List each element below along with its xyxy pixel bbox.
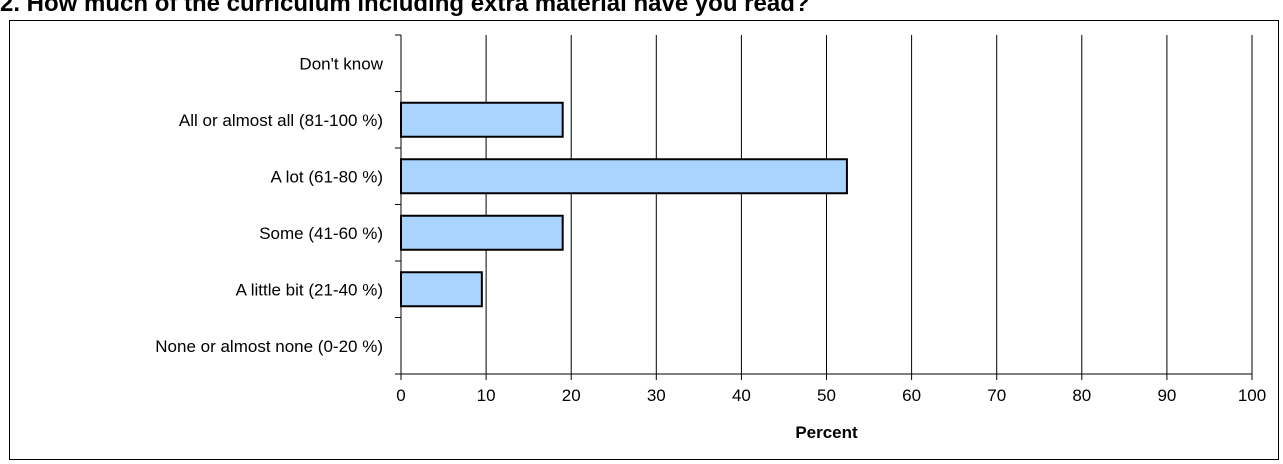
chart-frame [9, 20, 1279, 460]
x-axis-title: Percent [795, 423, 858, 442]
x-tick-label: 0 [396, 386, 405, 405]
bar [400, 101, 564, 138]
x-tick-label: 40 [732, 386, 751, 405]
x-tick-label: 90 [1157, 386, 1176, 405]
x-tick-label: 70 [987, 386, 1006, 405]
y-tick-label: Some (41-60 %) [259, 224, 383, 243]
y-tick-label: None or almost none (0-20 %) [155, 337, 383, 356]
bar [400, 214, 564, 251]
x-tick-label: 80 [1072, 386, 1091, 405]
chart-title: 2. How much of the curriculum including … [0, 0, 810, 17]
x-tick-label: 10 [477, 386, 496, 405]
y-tick-label: Don't know [299, 54, 383, 73]
x-tick-label: 100 [1238, 386, 1266, 405]
x-tick-label: 20 [562, 386, 581, 405]
bar [400, 158, 848, 195]
y-tick-label: A little bit (21-40 %) [236, 280, 383, 299]
x-tick-label: 60 [902, 386, 921, 405]
x-tick-label: 50 [817, 386, 836, 405]
y-tick-label: All or almost all (81-100 %) [179, 111, 383, 130]
x-tick-label: 30 [647, 386, 666, 405]
y-tick-label: A lot (61-80 %) [271, 167, 383, 186]
bar [400, 271, 483, 308]
